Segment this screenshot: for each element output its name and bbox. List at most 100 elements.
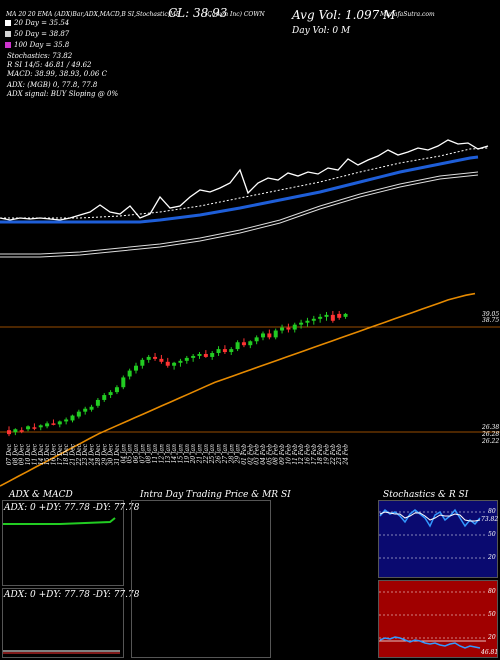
rsi-panel <box>378 580 498 658</box>
legend-50-day: 50 Day = 38.87 <box>5 30 69 38</box>
candle-body <box>51 423 56 425</box>
adx-panel <box>2 500 124 586</box>
x-date-label: 06 Jan <box>133 444 140 464</box>
candle-body <box>280 327 285 331</box>
candle-body <box>114 387 119 393</box>
stoch-panel-title: Stochastics & R SI <box>383 490 469 500</box>
x-axis-labels: 07 Dec 08 Dec 09 Dec 10 Dec 11 Dec 14 Dec 15 D… <box>6 443 350 466</box>
stoch-level-50-label: 50 <box>488 531 496 538</box>
symbol-label: (Cowen Inc) COWN <box>205 11 265 18</box>
candle-body <box>159 358 164 362</box>
adx-panel-text: ADX: 0 +DY: 77.78 -DY: 77.78 <box>4 503 140 513</box>
x-date-label: 08 Jan <box>146 444 153 464</box>
x-date-label: 08 Feb <box>273 444 280 465</box>
x-date-label: 12 Feb <box>298 444 305 465</box>
main-price-chart: 07 Dec 08 Dec 09 Dec 10 Dec 11 Dec 14 Dec 15 D… <box>0 139 500 487</box>
x-date-label: 29 Jan <box>235 444 242 465</box>
x-date-label: 17 Feb <box>311 444 318 465</box>
candle-body <box>235 342 240 350</box>
x-date-label: 05 Feb <box>266 444 273 465</box>
x-date-label: 24 Feb <box>343 444 350 466</box>
candle-body <box>343 313 348 317</box>
stochastics-panel <box>378 500 498 578</box>
candle-body <box>146 356 151 360</box>
candle-body <box>330 314 335 321</box>
candle-body <box>222 349 227 353</box>
candle-body <box>121 377 126 388</box>
legend-swatch-20 <box>5 20 11 26</box>
candle-body <box>134 365 138 371</box>
candle-body <box>26 426 31 430</box>
candle-body <box>38 425 43 428</box>
intraday-panel-title: Intra Day Trading Price & MR SI <box>140 490 291 500</box>
legend-20-day: 20 Day = 35.54 <box>5 19 69 27</box>
price-label-5: 26.22 <box>482 438 500 445</box>
macd-panel <box>2 588 124 658</box>
x-date-label: 15 Dec <box>44 443 51 465</box>
dotted-line <box>0 147 489 219</box>
x-date-label: 27 Jan <box>222 444 229 465</box>
legend-swatch-50 <box>5 31 11 37</box>
candle-body <box>203 353 208 357</box>
rsi-readout: R SI 14/5: 46.81 / 49.62 <box>7 61 92 69</box>
rsi-level-80-label: 80 <box>488 588 496 595</box>
candle-body <box>57 421 62 425</box>
indicator-lines <box>0 139 489 258</box>
candle-body <box>311 318 316 321</box>
candle-body <box>318 316 323 319</box>
candle-body <box>127 370 132 377</box>
candle-body <box>337 313 342 318</box>
x-date-label: 18 Feb <box>317 444 324 465</box>
rsi-level-20-label: 20 <box>488 634 496 641</box>
day-volume: Day Vol: 0 M <box>292 26 351 36</box>
x-date-label: 11 Dec <box>31 443 38 465</box>
gray-double-line-1 <box>0 171 479 255</box>
x-date-label: 30 Dec <box>108 443 115 465</box>
candle-body <box>70 415 75 421</box>
candle-body <box>95 399 100 406</box>
x-date-label: 18 Dec <box>63 443 70 465</box>
price-label-1: 39.05 <box>482 311 500 318</box>
x-date-label: 17 Dec <box>57 443 64 465</box>
candle-body <box>172 362 177 366</box>
rsi-value-label: 46.81 <box>481 649 499 656</box>
x-date-label: 07 Dec <box>6 443 13 465</box>
price-label-4: 26.28 <box>482 431 500 438</box>
candle-body <box>191 355 196 358</box>
candle-body <box>7 430 11 435</box>
x-date-label: 16 Dec <box>50 443 57 465</box>
intraday-panel <box>131 500 271 658</box>
x-date-label: 09 Feb <box>279 444 286 465</box>
candle-body <box>140 359 145 366</box>
candle-body <box>241 342 246 346</box>
x-date-label: 04 Jan <box>120 444 127 464</box>
upper-white-line <box>0 139 489 221</box>
candle-body <box>273 330 278 338</box>
stoch-level-80-label: 80 <box>488 508 496 515</box>
header-indicators: MA 20 20 EMA (ADX)Bar,ADX,MACD,B SI,Stoc… <box>6 11 181 18</box>
legend-100-day: 100 Day = 35.8 <box>5 41 69 49</box>
candle-body <box>45 423 50 427</box>
x-date-label: 02 Feb <box>247 444 254 465</box>
x-date-label: 12 Jan <box>158 444 165 464</box>
legend-label-20: 20 Day = 35.54 <box>14 19 70 27</box>
candle-body <box>178 360 183 363</box>
x-date-label: 15 Jan <box>177 444 184 464</box>
stochastics-readout: Stochastics: 73.82 <box>7 52 73 60</box>
adx-panel-title: ADX & MACD <box>9 490 73 500</box>
x-date-label: 05 Jan <box>127 444 134 464</box>
x-date-label: 23 Feb <box>336 444 343 466</box>
x-date-label: 31 Dec <box>114 443 121 465</box>
candle-body <box>324 314 329 317</box>
x-date-label: 11 Jan <box>152 444 159 464</box>
candle-body <box>165 361 170 366</box>
candle-body <box>108 392 113 396</box>
x-date-label: 24 Dec <box>89 443 96 466</box>
avg-volume: Avg Vol: 1.097 M <box>292 8 396 22</box>
price-label-3: 26.38 <box>482 424 500 431</box>
x-date-label: 21 Dec <box>70 443 77 466</box>
candle-body <box>184 357 189 361</box>
x-date-label: 07 Jan <box>139 444 146 464</box>
candle-body <box>299 322 304 325</box>
x-date-label: 14 Dec <box>38 443 45 465</box>
